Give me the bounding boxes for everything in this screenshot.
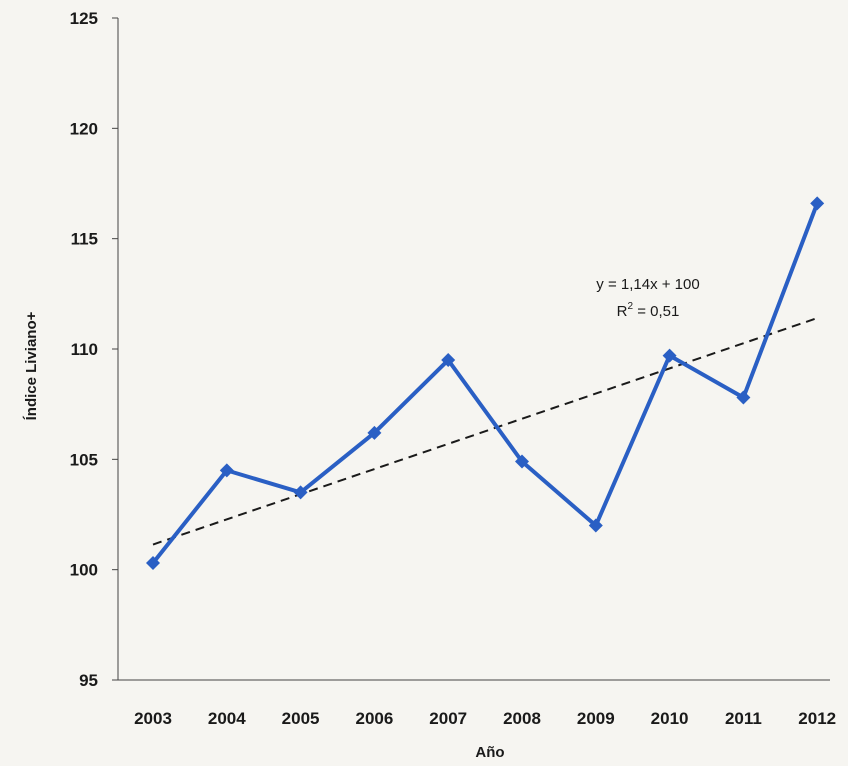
y-tick-label: 125 [70, 9, 98, 28]
trendline-equation: y = 1,14x + 100 [596, 276, 699, 293]
x-tick-label: 2007 [429, 709, 467, 728]
data-point-marker [810, 196, 825, 211]
y-tick-label: 105 [70, 450, 98, 469]
y-tick-label: 100 [70, 561, 98, 580]
data-point-marker [736, 390, 751, 405]
trendline-r-squared: R2 = 0,51 [617, 301, 680, 320]
x-tick-label: 2010 [651, 709, 689, 728]
tick-labels: 95 100 105 110 115 120 125 2003 2004 2005 2006 2007… [70, 9, 836, 728]
data-point-marker [515, 454, 529, 469]
x-tick-label: 2004 [208, 709, 246, 728]
r2-prefix: R [617, 303, 628, 320]
y-axis [112, 17, 119, 681]
data-point-marker [146, 556, 160, 571]
data-point-marker [441, 353, 456, 368]
r2-superscript: 2 [627, 301, 633, 312]
y-tick-label: 95 [79, 671, 98, 690]
y-tick-label: 110 [71, 340, 98, 359]
y-axis-title: Índice Liviano+ [23, 311, 40, 420]
data-point-marker [293, 485, 308, 500]
trendline [152, 317, 818, 546]
x-tick-label: 2008 [503, 709, 541, 728]
x-tick-label: 2012 [798, 709, 836, 728]
y-tick-label: 120 [70, 119, 98, 138]
x-tick-label: 2006 [355, 709, 393, 728]
data-point-marker [588, 518, 603, 533]
x-tick-label: 2009 [577, 709, 615, 728]
x-tick-label: 2005 [282, 709, 320, 728]
x-tick-label: 2003 [134, 709, 172, 728]
series-group [146, 196, 825, 571]
r2-value: = 0,51 [633, 303, 679, 320]
data-point-marker [367, 425, 382, 440]
data-point-marker [662, 348, 677, 363]
data-point-marker [219, 463, 234, 478]
y-tick-label: 115 [71, 230, 98, 249]
series-line [151, 202, 820, 565]
x-axis-title: Año [475, 744, 504, 761]
x-tick-label: 2011 [725, 709, 762, 728]
trendline-group [152, 317, 818, 546]
